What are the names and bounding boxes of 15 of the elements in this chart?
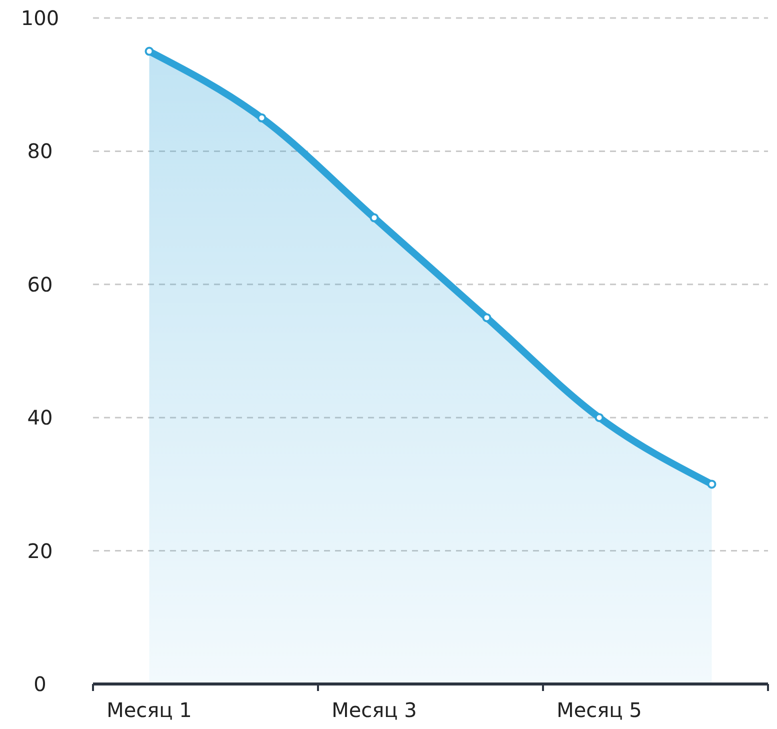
x-tick-label: Месяц 1 — [106, 698, 192, 722]
point — [257, 113, 266, 122]
y-tick-label: 20 — [27, 538, 53, 563]
point — [594, 413, 604, 422]
y-tick-label: 80 — [27, 139, 53, 164]
x-tick-label: Месяц 3 — [332, 698, 417, 722]
y-tick-label: 60 — [27, 272, 53, 296]
y-tick-label: 100 — [20, 6, 60, 30]
y-tick-label: 0 — [34, 672, 46, 696]
point — [144, 46, 154, 56]
y-tick-label: 40 — [27, 406, 53, 430]
point — [482, 313, 492, 322]
point — [707, 480, 716, 489]
point — [370, 213, 379, 222]
x-tick-label: Месяц 5 — [556, 698, 642, 722]
